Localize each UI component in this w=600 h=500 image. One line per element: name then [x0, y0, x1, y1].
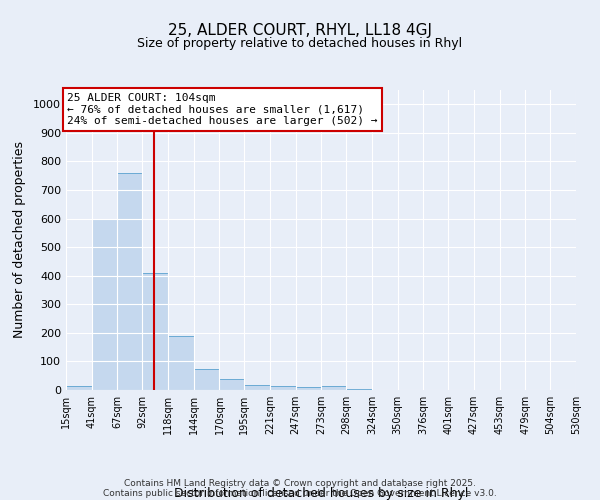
Bar — [296, 386, 322, 390]
Text: Size of property relative to detached houses in Rhyl: Size of property relative to detached ho… — [137, 38, 463, 51]
Bar — [194, 368, 220, 390]
Bar — [142, 273, 168, 390]
Bar — [92, 218, 118, 390]
Text: 25, ALDER COURT, RHYL, LL18 4GJ: 25, ALDER COURT, RHYL, LL18 4GJ — [168, 22, 432, 38]
Bar — [244, 385, 270, 390]
Bar — [220, 379, 244, 390]
Y-axis label: Number of detached properties: Number of detached properties — [13, 142, 26, 338]
Text: Contains public sector information licensed under the Open Government Licence v3: Contains public sector information licen… — [103, 488, 497, 498]
Text: Contains HM Land Registry data © Crown copyright and database right 2025.: Contains HM Land Registry data © Crown c… — [124, 478, 476, 488]
Bar — [270, 386, 296, 390]
Bar — [66, 386, 92, 390]
Text: 25 ALDER COURT: 104sqm
← 76% of detached houses are smaller (1,617)
24% of semi-: 25 ALDER COURT: 104sqm ← 76% of detached… — [67, 93, 377, 126]
Bar — [118, 173, 142, 390]
Bar — [322, 386, 346, 390]
X-axis label: Distribution of detached houses by size in Rhyl: Distribution of detached houses by size … — [174, 487, 468, 500]
Bar — [346, 388, 372, 390]
Bar — [168, 336, 194, 390]
